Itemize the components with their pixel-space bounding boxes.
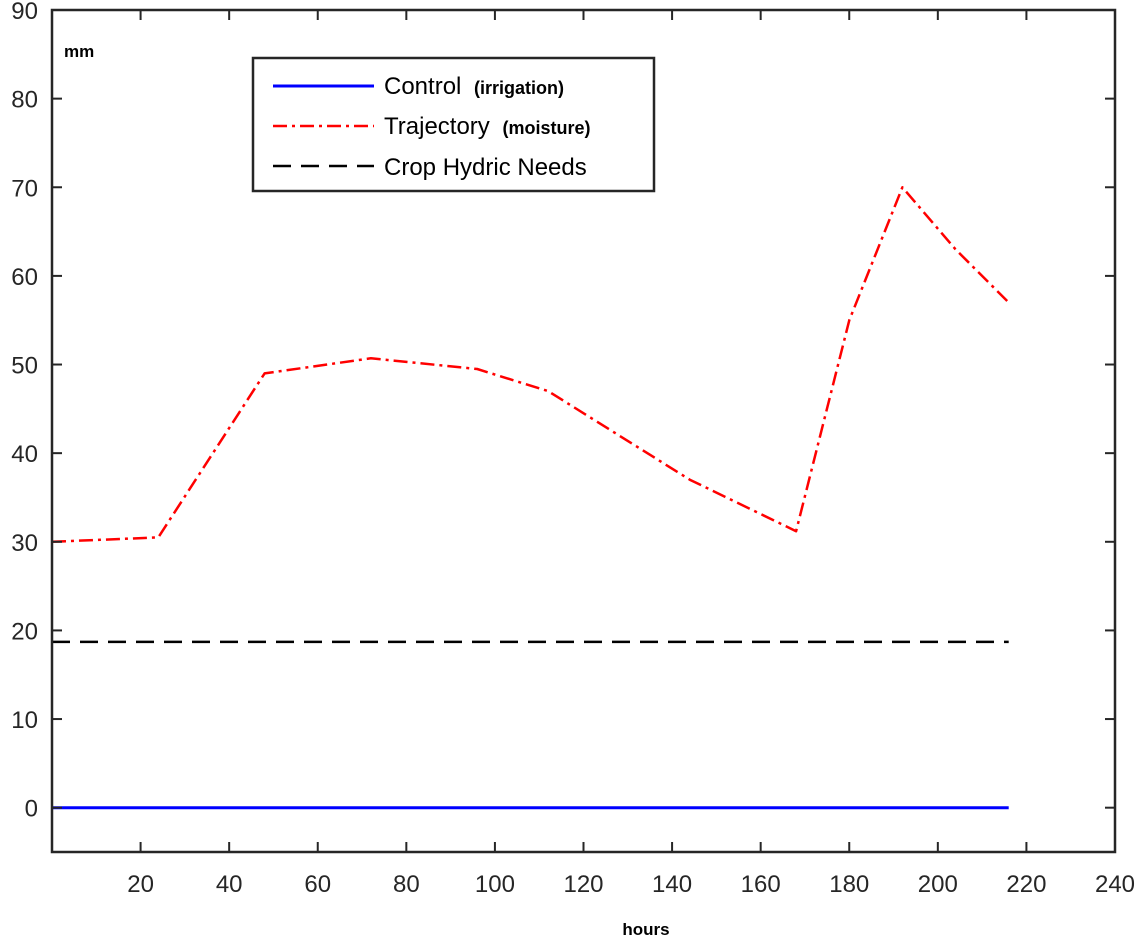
x-tick-label: 40 xyxy=(216,871,243,898)
x-tick-label: 160 xyxy=(741,871,781,898)
x-tick-label: 140 xyxy=(652,871,692,898)
y-tick-label: 50 xyxy=(11,353,38,380)
y-tick-label: 0 xyxy=(25,796,38,823)
series-line-trajectory xyxy=(51,186,1010,544)
y-tick-label: 30 xyxy=(11,530,38,557)
y-tick-label: 70 xyxy=(11,175,38,202)
x-tick-label: 60 xyxy=(304,871,331,898)
x-tick-label: 180 xyxy=(829,871,869,898)
y-tick-label: 20 xyxy=(11,618,38,645)
y-tick-label: 40 xyxy=(11,441,38,468)
legend-label-trajectory-suffix: (moisture) xyxy=(502,118,590,138)
series-layer xyxy=(51,186,1010,810)
x-tick-label: 120 xyxy=(563,871,603,898)
legend-label-control: Control (irrigation) xyxy=(384,73,564,100)
plot-frame xyxy=(50,8,1117,854)
y-tick-label: 60 xyxy=(11,264,38,291)
legend-label-control-suffix: (irrigation) xyxy=(474,78,564,98)
x-tick-label: 100 xyxy=(475,871,515,898)
tick-layer: 20 40 60 80 100 120 140 160 180 200 220 240 0 10 20 30 4… xyxy=(11,0,1135,898)
x-tick-label: 20 xyxy=(127,871,154,898)
x-tick-label: 80 xyxy=(393,871,420,898)
legend-label-trajectory: Trajectory (moisture) xyxy=(384,113,590,140)
y-tick-label: 10 xyxy=(11,707,38,734)
legend-label-crop-needs: Crop Hydric Needs xyxy=(384,154,587,181)
x-tick-label: 240 xyxy=(1095,871,1135,898)
legend: Control (irrigation) Trajectory (moistur… xyxy=(251,56,656,193)
y-tick-label: 90 xyxy=(11,0,38,25)
x-tick-label: 220 xyxy=(1006,871,1046,898)
legend-box xyxy=(251,56,656,193)
y-axis-unit-label: mm xyxy=(64,42,94,61)
legend-label-trajectory-name: Trajectory xyxy=(384,113,490,140)
x-tick-label: 200 xyxy=(918,871,958,898)
y-tick-label: 80 xyxy=(11,87,38,114)
legend-label-control-name: Control xyxy=(384,73,461,100)
x-axis-label: hours xyxy=(622,920,669,939)
